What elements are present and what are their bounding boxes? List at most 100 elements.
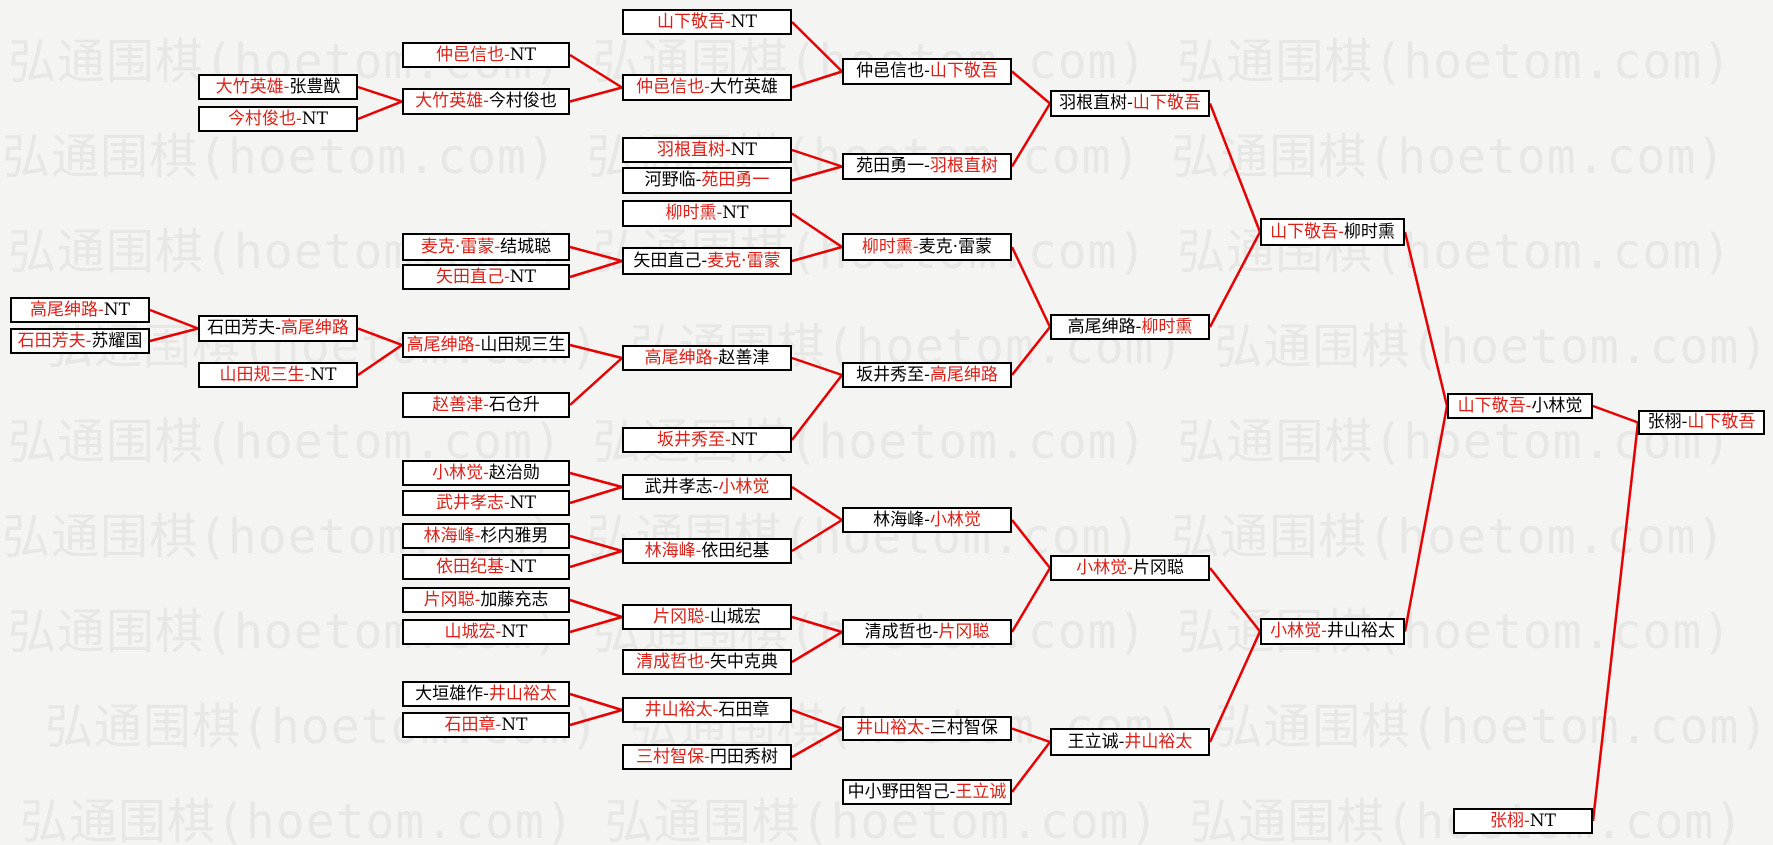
player2-name: NT bbox=[501, 714, 528, 735]
player2-name: 井山裕太 bbox=[1124, 731, 1193, 752]
match-box: 河野临 - 苑田勇一 bbox=[622, 167, 792, 194]
player1-name: 中小野田智己 bbox=[847, 781, 950, 802]
bracket-line bbox=[149, 327, 199, 343]
match-box: 山下敬吾 - 柳时熏 bbox=[1260, 218, 1405, 246]
bracket-line bbox=[569, 692, 623, 712]
vs-separator: - bbox=[494, 236, 501, 257]
player2-name: 苑田勇一 bbox=[701, 170, 770, 190]
player1-name: 依田纪基 bbox=[436, 556, 505, 577]
player2-name: 麦克·雷蒙 bbox=[918, 236, 993, 257]
player2-name: NT bbox=[509, 44, 536, 65]
player2-name: NT bbox=[509, 556, 536, 577]
player2-name: 円田秀树 bbox=[709, 746, 778, 767]
vs-separator: - bbox=[296, 108, 302, 129]
vs-separator: - bbox=[712, 699, 719, 720]
player2-name: 山下敬吾 bbox=[929, 61, 998, 81]
match-box: 高尾绅路 - 山田规三生 bbox=[402, 332, 570, 358]
player1-name: 高尾绅路 bbox=[1067, 316, 1136, 337]
match-box: 高尾绅路 - NT bbox=[10, 297, 150, 323]
bracket-line bbox=[1208, 630, 1262, 743]
bracket-line bbox=[791, 212, 843, 249]
player2-name: NT bbox=[730, 429, 757, 450]
match-box: 石田芳夫 - 高尾绅路 bbox=[198, 315, 358, 342]
vs-separator: - bbox=[504, 556, 510, 577]
match-box: 仲邑信也 - NT bbox=[402, 42, 570, 68]
player1-name: 赵善津 bbox=[432, 394, 484, 415]
match-box: 小林觉 - 井山裕太 bbox=[1260, 618, 1405, 645]
bracket-line bbox=[569, 53, 623, 89]
player2-name: 片冈聪 bbox=[1132, 557, 1184, 578]
vs-separator: - bbox=[504, 266, 510, 287]
match-box: 赵善津 - 石仓升 bbox=[402, 392, 570, 418]
match-box: 山田规三生 - NT bbox=[198, 362, 358, 388]
bracket-line bbox=[791, 70, 843, 89]
vs-separator: - bbox=[474, 334, 481, 355]
player1-name: 山城宏 bbox=[444, 621, 496, 642]
vs-separator: - bbox=[495, 714, 502, 735]
player1-name: 今村俊也 bbox=[228, 108, 297, 129]
player1-name: 大竹英雄 bbox=[415, 91, 484, 111]
vs-separator: - bbox=[275, 318, 281, 338]
bracket-line bbox=[357, 85, 403, 103]
player2-name: 柳时熏 bbox=[1343, 221, 1395, 242]
player2-name: 高尾绅路 bbox=[280, 318, 349, 338]
player2-name: 杉内雅男 bbox=[480, 525, 549, 546]
bracket-line bbox=[791, 148, 843, 168]
vs-separator: - bbox=[483, 462, 489, 483]
player2-name: 三村智保 bbox=[929, 718, 998, 738]
match-box: 柳时熏 - NT bbox=[622, 200, 792, 227]
match-box: 武井孝志 - NT bbox=[402, 490, 570, 516]
vs-separator: - bbox=[725, 429, 731, 450]
player1-name: 石田芳夫 bbox=[17, 330, 86, 351]
bracket-line bbox=[149, 308, 199, 330]
match-box: 清成哲也 - 片冈聪 bbox=[842, 619, 1012, 645]
vs-separator: - bbox=[924, 156, 930, 176]
player2-name: 山下敬吾 bbox=[1132, 93, 1201, 113]
bracket-line bbox=[1208, 231, 1262, 328]
player2-name: 柳时熏 bbox=[1141, 316, 1193, 337]
vs-separator: - bbox=[504, 492, 510, 513]
player1-name: 高尾绅路 bbox=[406, 334, 475, 355]
player2-name: 大竹英雄 bbox=[709, 77, 778, 97]
bracket-line bbox=[569, 259, 623, 279]
bracket-line bbox=[1011, 727, 1051, 744]
match-box: 清成哲也 - 矢中克典 bbox=[622, 649, 792, 675]
player2-name: 石仓升 bbox=[488, 394, 540, 415]
bracket-line bbox=[1011, 519, 1051, 569]
vs-separator: - bbox=[712, 347, 719, 368]
vs-separator: - bbox=[924, 61, 930, 81]
player1-name: 麦克·雷蒙 bbox=[420, 236, 495, 257]
match-box: 井山裕太 - 石田章 bbox=[622, 697, 792, 723]
vs-separator: - bbox=[725, 139, 731, 160]
vs-separator: - bbox=[1338, 221, 1344, 242]
match-box: 高尾绅路 - 赵善津 bbox=[622, 345, 792, 371]
vs-separator: - bbox=[85, 330, 92, 351]
player1-name: 武井孝志 bbox=[436, 492, 505, 513]
vs-separator: - bbox=[725, 11, 731, 32]
player1-name: 林海峰 bbox=[644, 540, 696, 561]
vs-separator: - bbox=[283, 76, 290, 97]
vs-separator: - bbox=[1321, 621, 1327, 641]
match-box: 坂井秀至 - 高尾绅路 bbox=[842, 362, 1012, 388]
player1-name: 井山裕太 bbox=[644, 699, 713, 720]
bracket-line bbox=[1592, 404, 1639, 424]
match-box: 石田芳夫 - 苏耀国 bbox=[10, 328, 150, 354]
vs-separator: - bbox=[704, 746, 710, 767]
vs-separator: - bbox=[504, 44, 510, 65]
player1-name: 矢田直己 bbox=[633, 250, 702, 271]
player1-name: 柳时熏 bbox=[665, 203, 717, 223]
player2-name: 石田章 bbox=[718, 699, 770, 720]
vs-separator: - bbox=[483, 91, 489, 111]
player2-name: 片冈聪 bbox=[938, 621, 990, 642]
vs-separator: - bbox=[483, 683, 489, 704]
match-box: 矢田直己 - NT bbox=[402, 264, 570, 290]
player2-name: NT bbox=[509, 492, 536, 513]
vs-separator: - bbox=[712, 476, 719, 497]
vs-separator: - bbox=[304, 364, 311, 385]
player2-name: 高尾绅路 bbox=[929, 364, 998, 385]
bracket-line bbox=[791, 727, 843, 759]
player2-name: 井山裕太 bbox=[1326, 621, 1395, 641]
player1-name: 山下敬吾 bbox=[1270, 221, 1339, 242]
